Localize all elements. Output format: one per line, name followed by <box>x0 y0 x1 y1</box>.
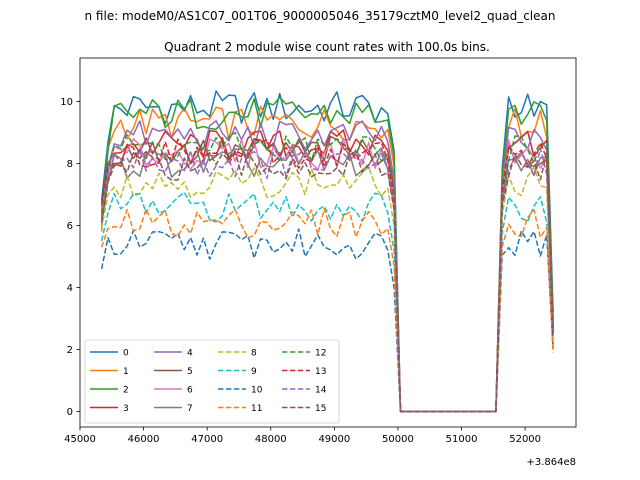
legend-box <box>84 339 340 424</box>
x-offset-label: +3.864e8 <box>526 457 576 468</box>
y-tick-label: 4 <box>67 283 73 294</box>
x-tick-label: 46000 <box>128 434 160 445</box>
legend-label-0: 0 <box>123 349 129 359</box>
x-tick-label: 50000 <box>382 434 414 445</box>
x-tick-label: 52000 <box>509 434 541 445</box>
legend-label-9: 9 <box>251 367 257 377</box>
legend-label-4: 4 <box>187 349 193 359</box>
x-tick-label: 45000 <box>64 434 96 445</box>
legend-label-15: 15 <box>315 404 326 414</box>
x-tick-label: 51000 <box>446 434 478 445</box>
legend-label-6: 6 <box>187 386 193 396</box>
legend-label-14: 14 <box>315 386 327 396</box>
x-axis: 45000 46000 47000 48000 49000 50000 51000 52000 <box>64 427 541 445</box>
legend-label-13: 13 <box>315 367 326 377</box>
legend-label-8: 8 <box>251 349 257 359</box>
y-tick-label: 2 <box>67 345 73 356</box>
legend-label-7: 7 <box>187 404 193 414</box>
y-tick-label: 0 <box>67 407 73 418</box>
x-tick-label: 47000 <box>191 434 223 445</box>
series-line-15 <box>100 150 554 413</box>
chart-title: Quadrant 2 module wise count rates with … <box>164 40 490 54</box>
legend-label-12: 12 <box>315 349 326 359</box>
x-tick-label: 49000 <box>318 434 350 445</box>
legend-label-1: 1 <box>123 367 129 377</box>
y-axis: 0 2 4 6 8 10 <box>60 97 80 418</box>
series-layer <box>100 90 554 413</box>
legend-label-3: 3 <box>123 404 129 414</box>
legend-label-5: 5 <box>187 367 193 377</box>
chart-suptitle: n file: modeM0/AS1C07_001T06_9000005046_… <box>85 9 556 23</box>
legend-label-2: 2 <box>123 386 129 396</box>
plot-frame <box>79 57 577 428</box>
x-tick-label: 48000 <box>255 434 287 445</box>
legend-label-11: 11 <box>251 404 262 414</box>
series-line-8 <box>100 166 554 413</box>
legend-label-10: 10 <box>251 386 263 396</box>
y-tick-label: 6 <box>67 221 73 232</box>
y-tick-label: 8 <box>67 159 73 170</box>
y-tick-label: 10 <box>60 97 73 108</box>
